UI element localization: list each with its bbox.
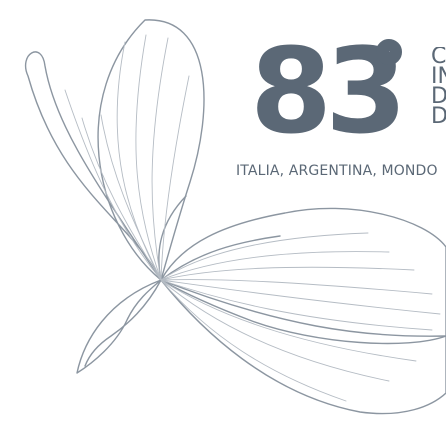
- title-line-4: DA: [431, 104, 446, 128]
- tagline-text: ITALIA, ARGENTINA, MONDO: [236, 163, 438, 179]
- title-line-1: CO: [431, 47, 446, 69]
- title-line-2: IN: [431, 64, 446, 89]
- degree-symbol-icon: [376, 39, 402, 65]
- flower-vein-group: [64, 34, 441, 402]
- title-stack: CO IN DI DA: [431, 47, 446, 127]
- title-line-3: DI: [431, 84, 446, 109]
